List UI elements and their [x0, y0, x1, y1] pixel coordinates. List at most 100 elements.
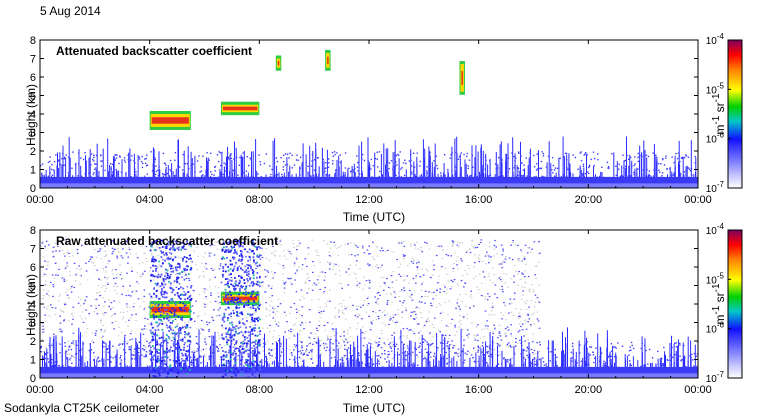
aerosol-speck — [404, 351, 406, 354]
precip-speck — [154, 242, 157, 244]
backscatter-spike — [307, 366, 308, 367]
noise-speck — [55, 262, 58, 264]
aerosol-speck — [454, 352, 456, 354]
precip-speck — [155, 366, 158, 369]
precip-speck — [162, 312, 165, 315]
noise-speck — [415, 277, 417, 279]
noise-speck — [503, 302, 505, 304]
aerosol-speck — [433, 352, 436, 355]
aerosol-speck — [336, 152, 338, 154]
noise-speck — [303, 298, 305, 300]
aerosol-speck — [350, 171, 352, 173]
backscatter-spike — [315, 173, 317, 177]
noise-speck — [380, 266, 382, 268]
noise-speck — [143, 252, 145, 254]
noise-speck — [494, 293, 496, 295]
noise-speck — [218, 268, 221, 270]
noise-speck — [319, 261, 321, 264]
backscatter-spike — [347, 360, 349, 367]
precip-speck — [153, 275, 156, 278]
noise-speck — [465, 251, 468, 253]
backscatter-spike — [366, 360, 368, 367]
noise-speck — [301, 295, 304, 297]
noise-speck — [472, 247, 475, 249]
noise-speck — [501, 318, 503, 320]
noise-speck — [145, 347, 147, 349]
noise-speck — [177, 256, 180, 258]
noise-speck — [102, 267, 104, 269]
noise-speck — [296, 311, 298, 313]
backscatter-spike — [150, 365, 152, 367]
aerosol-speck — [332, 160, 334, 162]
noise-speck — [316, 251, 319, 253]
precip-speck — [153, 249, 156, 252]
cloud-core — [222, 106, 258, 111]
backscatter-spike — [582, 357, 584, 367]
aerosol-speck — [392, 166, 394, 168]
noise-speck — [348, 268, 350, 270]
aerosol-speck — [131, 358, 133, 360]
backscatter-spike — [657, 358, 659, 367]
noise-speck — [217, 332, 219, 334]
noise-speck — [316, 355, 318, 357]
noise-speck — [100, 319, 102, 321]
aerosol-speck — [252, 175, 254, 178]
noise-speck — [343, 305, 346, 307]
noise-speck — [47, 290, 50, 292]
precip-speck — [163, 290, 166, 293]
noise-speck — [272, 245, 274, 247]
noise-speck — [392, 271, 394, 273]
noise-speck — [63, 253, 65, 255]
precip-speck — [183, 278, 186, 281]
aerosol-speck — [485, 163, 487, 165]
noise-speck — [417, 272, 420, 274]
noise-speck — [477, 324, 479, 326]
aerosol-speck — [314, 159, 316, 161]
aerosol-speck — [48, 361, 50, 363]
noise-speck — [493, 255, 495, 257]
noise-speck — [427, 317, 429, 319]
noise-speck — [228, 307, 231, 309]
noise-speck — [318, 255, 320, 257]
backscatter-spike — [695, 157, 697, 177]
noise-speck — [466, 318, 468, 320]
precip-speck — [172, 315, 175, 318]
noise-speck — [141, 354, 143, 356]
precip-speck — [166, 347, 168, 350]
aerosol-speck — [607, 167, 609, 169]
noise-speck — [433, 317, 436, 319]
noise-speck — [172, 267, 174, 269]
noise-speck — [467, 335, 469, 338]
backscatter-spike — [185, 358, 187, 367]
noise-speck — [401, 289, 403, 291]
aerosol-speck — [254, 365, 256, 367]
aerosol-speck — [594, 157, 596, 160]
noise-speck — [508, 257, 511, 259]
backscatter-spike — [609, 351, 611, 367]
noise-speck — [322, 292, 325, 294]
noise-speck — [422, 326, 425, 328]
aerosol-speck — [227, 158, 230, 160]
aerosol-speck — [389, 176, 391, 178]
aerosol-speck — [346, 341, 349, 344]
aerosol-speck — [561, 361, 563, 363]
aerosol-speck — [361, 361, 363, 363]
backscatter-spike — [482, 150, 484, 177]
noise-speck — [368, 265, 370, 267]
noise-speck — [158, 324, 160, 326]
noise-speck — [76, 344, 78, 346]
noise-speck — [323, 310, 325, 312]
noise-speck — [417, 259, 419, 261]
backscatter-spike — [492, 335, 494, 367]
backscatter-spike — [113, 156, 115, 177]
noise-speck — [40, 245, 43, 247]
noise-speck — [462, 315, 464, 318]
aerosol-speck — [625, 366, 627, 369]
noise-speck — [517, 258, 519, 260]
noise-speck — [486, 299, 489, 301]
aerosol-speck — [110, 168, 112, 170]
aerosol-speck — [553, 169, 556, 171]
noise-speck — [525, 263, 527, 265]
noise-speck — [85, 331, 87, 333]
noise-speck — [408, 329, 411, 331]
